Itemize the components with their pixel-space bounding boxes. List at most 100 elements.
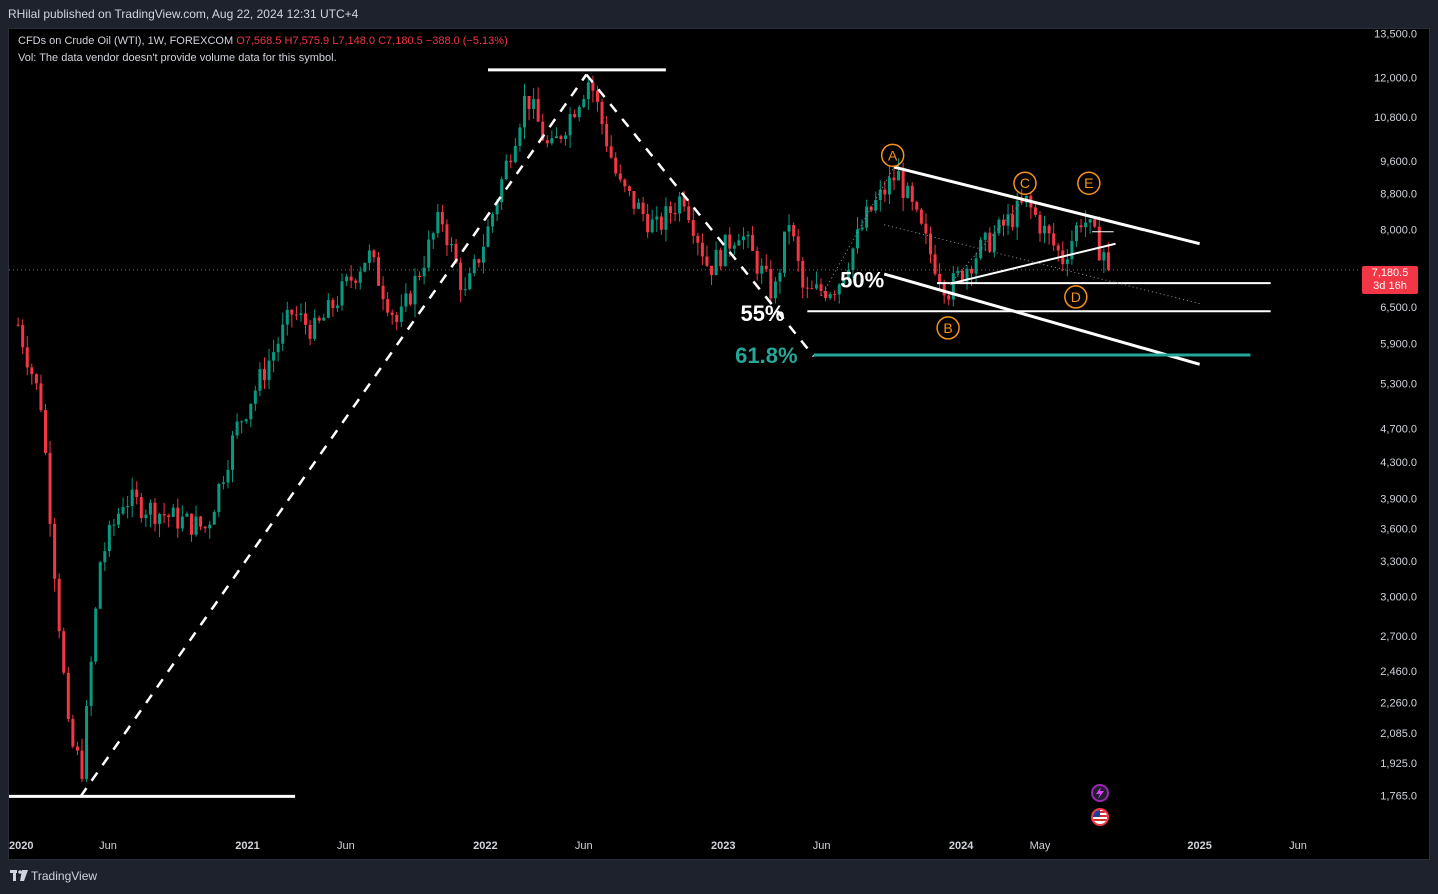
price-axis-label: 12,000.0: [1374, 73, 1417, 85]
candle-body: [272, 352, 276, 361]
candle-body: [513, 145, 517, 163]
candle-body: [1106, 252, 1110, 270]
candle-body: [691, 220, 695, 236]
candle-body: [618, 173, 622, 180]
candle-body: [422, 267, 426, 277]
candle-body: [746, 235, 750, 237]
candle-body: [874, 200, 878, 211]
candle-body: [1006, 214, 1010, 226]
price-chart[interactable]: 55% 50% 61.8% A B C D E 13,500.0 12,000.0 10,800.…: [0, 0, 1438, 862]
tradingview-brand[interactable]: TradingView: [10, 869, 97, 883]
candle-body: [75, 746, 79, 751]
candle-body: [481, 246, 485, 263]
candle-body: [386, 299, 390, 313]
candle-body: [345, 276, 349, 282]
candle-body: [892, 177, 896, 181]
chart-area[interactable]: [8, 28, 1430, 860]
candle-body: [564, 135, 568, 140]
us-flag-icon[interactable]: [1091, 808, 1109, 826]
price-axis: 13,500.0 12,000.0 10,800.0 9,600.0 8,800.0 8,…: [1374, 29, 1417, 803]
candle-body: [906, 185, 910, 198]
candle-body: [1011, 214, 1015, 228]
candle-body: [568, 114, 572, 136]
candle-body: [57, 578, 61, 632]
candle-body: [71, 718, 75, 747]
bar-countdown: 3d 16h: [1373, 280, 1407, 292]
candle-body: [477, 259, 481, 263]
candle-body: [522, 96, 526, 128]
price-axis-label: 3,600.0: [1380, 523, 1417, 535]
price-axis-label: 9,600.0: [1380, 156, 1417, 168]
candle-body: [719, 249, 723, 267]
time-axis-label: 2020: [9, 840, 33, 852]
wave-label: C: [1020, 175, 1030, 191]
candle-body: [778, 272, 782, 282]
candle-body: [308, 324, 312, 339]
candle-body: [824, 291, 828, 299]
candle-body: [1052, 233, 1056, 246]
candle-body: [326, 299, 330, 318]
price-axis-label: 2,700.0: [1380, 631, 1417, 643]
price-axis-label: 6,500.0: [1380, 302, 1417, 314]
candle-body: [335, 305, 339, 309]
channel-lower-line: [883, 272, 1201, 366]
candle-body: [532, 99, 536, 110]
candle-body: [805, 287, 809, 289]
candle-body: [404, 293, 408, 307]
price-axis-label: 8,000.0: [1380, 224, 1417, 236]
candle-body: [755, 250, 759, 274]
time-axis-label: Jun: [813, 840, 831, 852]
candle-body: [605, 124, 609, 147]
candle-body: [486, 226, 490, 247]
candle-body: [317, 317, 321, 321]
candle-body: [445, 224, 449, 246]
tradingview-logo-icon: [10, 870, 28, 882]
candle-body: [1088, 219, 1092, 223]
time-axis-label: 2021: [235, 840, 259, 852]
candle-body: [582, 99, 586, 107]
candle-body: [700, 242, 704, 257]
last-price-tag: 7,180.5 3d 16h: [1362, 266, 1418, 294]
lightning-icon[interactable]: [1091, 784, 1109, 802]
candle-body: [846, 270, 850, 279]
candle-body: [773, 281, 777, 299]
candle-body: [518, 127, 522, 146]
candle-body: [760, 265, 764, 274]
candle-body: [591, 82, 595, 91]
candle-body: [1079, 225, 1083, 228]
wave-label-circle: [880, 143, 905, 168]
candle-body: [313, 317, 317, 339]
candle-body: [500, 179, 504, 203]
candle-body: [436, 211, 440, 234]
candle-body: [1015, 200, 1019, 228]
last-price-value: 7,180.5: [1371, 267, 1409, 279]
candle-body: [970, 268, 974, 274]
candle-body: [919, 209, 923, 224]
price-axis-label: 2,460.0: [1380, 666, 1417, 678]
candle-body: [217, 483, 221, 512]
brand-name: TradingView: [31, 869, 98, 883]
candle-body: [965, 268, 969, 282]
candle-body: [285, 309, 289, 325]
volume-note: Vol: The data vendor doesn't provide vol…: [18, 52, 337, 64]
candle-body: [842, 278, 846, 285]
candles: [16, 75, 1110, 782]
candle-body: [714, 249, 718, 276]
candle-body: [687, 206, 691, 221]
candle-body: [509, 160, 513, 163]
footer-bar: [0, 862, 1438, 894]
price-axis-label: 4,300.0: [1380, 457, 1417, 469]
candle-body: [53, 523, 57, 579]
time-axis: 2020 Jun 2021 Jun 2022 Jun 2023 Jun 2024 May 2025 J…: [9, 840, 1307, 852]
candle-body: [16, 324, 20, 326]
price-axis-label: 13,500.0: [1374, 29, 1417, 41]
wave-label: E: [1084, 175, 1093, 191]
candle-body: [536, 99, 540, 122]
candle-body: [1102, 252, 1106, 261]
time-axis-label: Jun: [99, 840, 117, 852]
candle-body: [682, 196, 686, 207]
candle-body: [1020, 200, 1024, 203]
candle-body: [80, 750, 84, 779]
symbol-legend[interactable]: CFDs on Crude Oil (WTI), 1W, FOREXCOM O7…: [18, 35, 508, 47]
candle-body: [153, 502, 157, 524]
